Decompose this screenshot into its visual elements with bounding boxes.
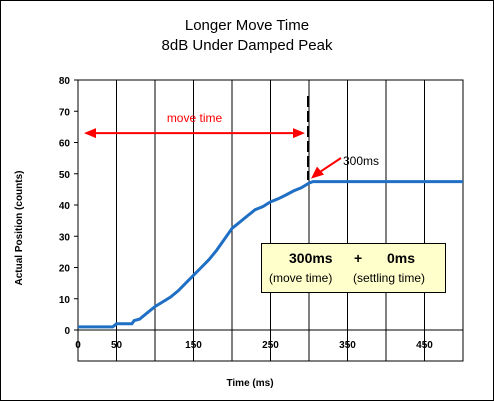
- y-axis-label: Actual Position (counts): [14, 171, 25, 286]
- box-plus-sign: +: [354, 250, 363, 266]
- move-time-label: move time: [167, 111, 223, 125]
- y-tick-label: 70: [59, 107, 71, 118]
- grid-lines: [116, 80, 425, 361]
- box-move-time-value: 300ms: [289, 250, 333, 266]
- axes: [74, 79, 463, 331]
- x-tick-labels: 0 50 150 250 350 450: [75, 340, 433, 351]
- y-tick-labels: 0 10 20 30 40 50 60 70 80: [59, 76, 71, 337]
- y-tick-label: 10: [59, 295, 71, 306]
- y-tick-label: 50: [59, 170, 71, 181]
- x-tick-label: 350: [339, 340, 356, 351]
- chart-subtitle: 8dB Under Damped Peak: [162, 37, 333, 54]
- chart-title: Longer Move Time: [185, 17, 309, 34]
- x-tick-label: 0: [75, 340, 81, 351]
- end-time-label: 300ms: [343, 154, 379, 168]
- end-time-arrow-shaft: [318, 157, 342, 174]
- box-settling-time-value: 0ms: [387, 250, 416, 266]
- series-line: [78, 180, 463, 329]
- y-tick-label: 80: [59, 76, 71, 87]
- box-move-time-caption: (move time): [269, 271, 333, 285]
- x-axis-label: Time (ms): [226, 378, 273, 389]
- y-tick-label: 20: [59, 264, 71, 275]
- box-settling-time-caption: (settling time): [353, 271, 426, 285]
- x-tick-label: 450: [416, 340, 433, 351]
- y-tick-label: 30: [59, 232, 71, 243]
- end-time-arrow-head: [311, 166, 324, 179]
- y-tick-label: 40: [59, 201, 71, 212]
- end-time-arrow: [311, 157, 342, 179]
- x-tick-label: 50: [111, 340, 123, 351]
- x-tick-label: 250: [262, 340, 279, 351]
- move-time-arrow-left-head: [84, 128, 96, 139]
- y-tick-label: 60: [59, 139, 71, 150]
- move-time-arrow: [84, 128, 305, 139]
- y-tick-label: 0: [64, 326, 70, 337]
- x-tick-label: 150: [185, 340, 202, 351]
- move-time-arrow-right-head: [293, 128, 305, 139]
- timing-summary-box: 300ms + 0ms (move time) (settling time): [261, 243, 446, 293]
